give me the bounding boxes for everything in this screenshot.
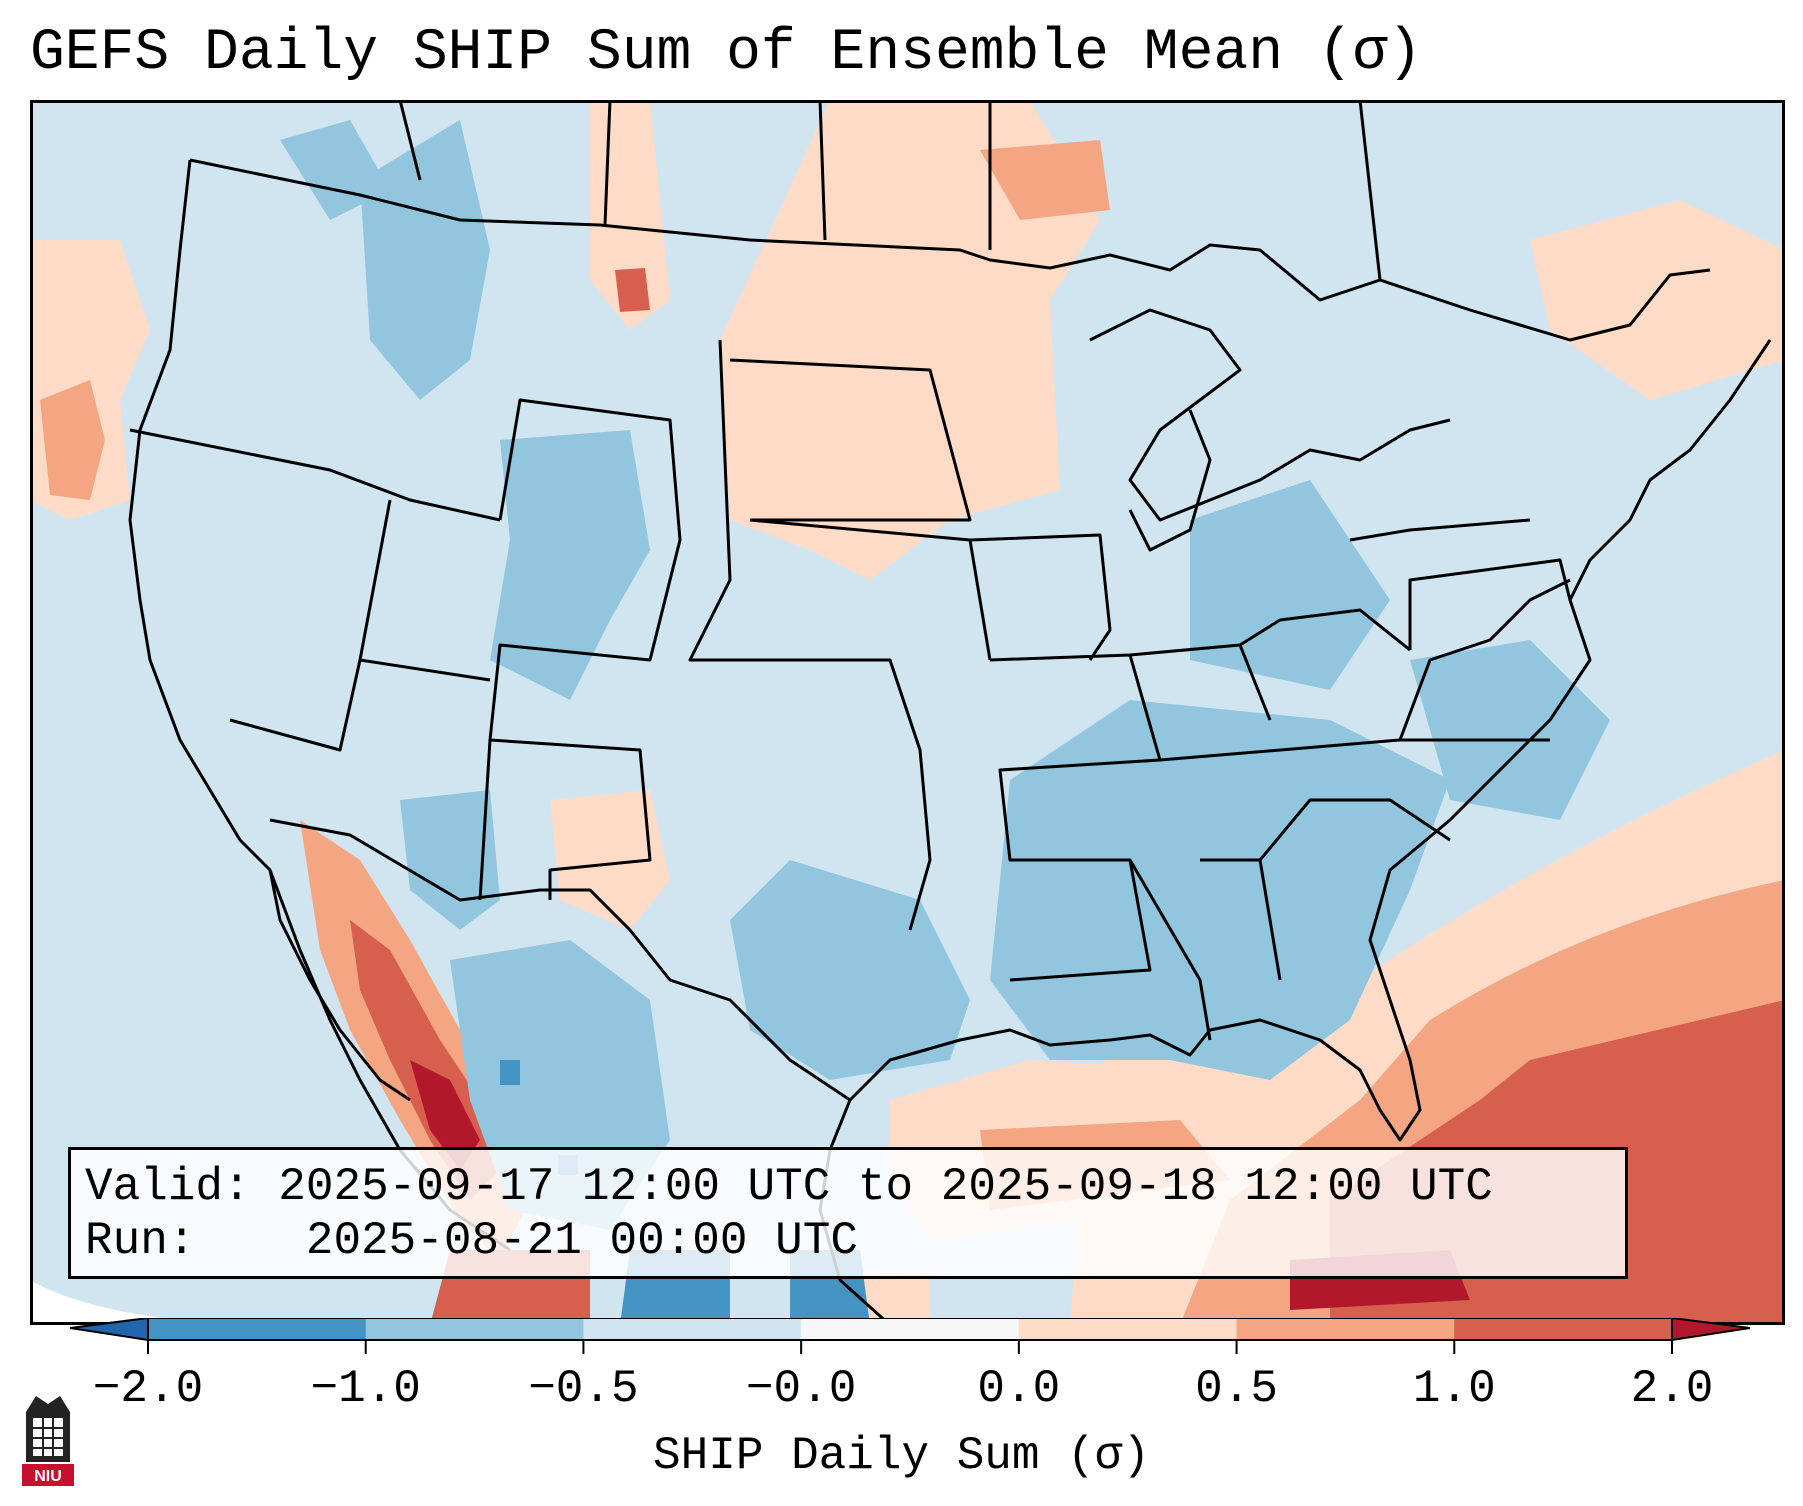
map-boundaries: [128, 100, 1772, 1325]
canada-provinces: [398, 100, 1382, 281]
anomaly-montana: [590, 100, 670, 330]
anomaly-idaho: [360, 120, 490, 400]
colorbar-tick-label: −2.0: [92, 1363, 204, 1415]
logo-text: NIU: [34, 1468, 62, 1485]
colorbar-extend-low: [70, 1318, 149, 1342]
colorbar-tick-label: 1.0: [1412, 1363, 1496, 1415]
valid-run-infobox: Valid: 2025-09-17 12:00 UTC to 2025-09-1…: [68, 1147, 1628, 1279]
anomaly-quebec: [1530, 200, 1785, 400]
anomaly-montana-core: [615, 268, 650, 312]
anomaly-pacific-nw-core: [40, 380, 105, 500]
anomaly-baja-deep: [410, 1060, 480, 1170]
baja-coast: [268, 869, 411, 1102]
chart-title: GEFS Daily SHIP Sum of Ensemble Mean (σ): [30, 21, 1423, 86]
anomaly-ohio-valley: [1190, 480, 1390, 690]
great-lakes-outline: [1089, 308, 1451, 552]
mexico-us-border: [269, 818, 851, 1102]
state-lines-central: [729, 358, 1550, 982]
anomaly-wyoming-colorado: [490, 430, 650, 700]
colorbar-tick-label: 0.0: [977, 1363, 1061, 1415]
colorbar-segment: [801, 1318, 1020, 1340]
colorbar: [70, 1318, 1750, 1354]
state-lines-west: [129, 339, 932, 931]
colorbar-segment: [583, 1318, 802, 1340]
projection-corner: [30, 1280, 230, 1325]
run-label: Run:: [85, 1215, 196, 1267]
anomaly-northern-plains: [720, 100, 1100, 580]
gulf-coast: [848, 999, 1422, 1142]
florida-east-coast: [1368, 339, 1772, 1001]
niu-logo: NIU: [22, 1396, 74, 1486]
colorbar-tick-marks: [147, 1340, 1673, 1354]
colorbar-tick-label: −0.5: [528, 1363, 639, 1415]
pacific-coast: [128, 159, 511, 1252]
state-lines-east: [1128, 518, 1572, 1041]
anomaly-carolinas: [1410, 640, 1610, 820]
valid-time: 2025-09-17 12:00 UTC to 2025-09-18 12:00…: [278, 1161, 1493, 1213]
colorbar-tick-label: −1.0: [310, 1363, 421, 1415]
canada-us-border: [189, 158, 1711, 342]
colorbar-segment: [1018, 1318, 1238, 1340]
anomaly-new-mexico: [550, 790, 670, 930]
colorbar-segment: [148, 1318, 367, 1340]
colorbar-extend-high: [1671, 1318, 1750, 1342]
colorbar-segment: [1454, 1318, 1673, 1340]
anomaly-southeast: [990, 700, 1450, 1080]
map-panel: [30, 100, 1785, 1325]
colorbar-tick-label: 2.0: [1630, 1363, 1714, 1415]
colorbar-label: SHIP Daily Sum (σ): [653, 1430, 1150, 1482]
colorbar-tick-label: 0.5: [1195, 1363, 1278, 1415]
colorbar-segment: [1236, 1318, 1455, 1340]
colorbar-tick-label: −0.0: [745, 1363, 857, 1415]
colorbar-segment: [365, 1318, 584, 1340]
run-time: 2025-08-21 00:00 UTC: [305, 1215, 858, 1267]
anomaly-mexico-dot: [500, 1060, 520, 1085]
valid-label: Valid:: [85, 1161, 251, 1213]
anomaly-northern-plains-core: [980, 140, 1110, 220]
anomaly-texas: [730, 860, 970, 1080]
colorbar-segments: [148, 1318, 1673, 1340]
anomaly-arizona: [400, 790, 500, 930]
colorbar-frame: [147, 1318, 1673, 1341]
